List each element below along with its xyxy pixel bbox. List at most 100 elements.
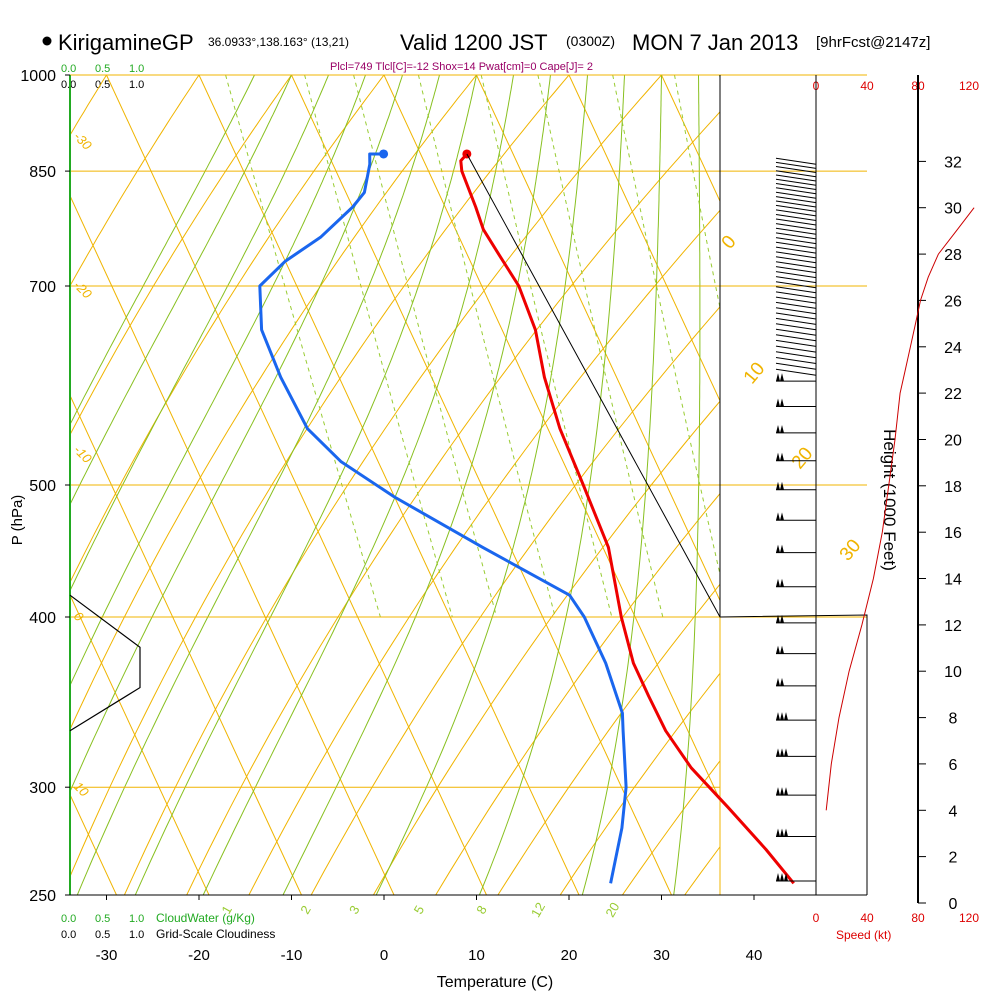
station-marker bbox=[42, 36, 52, 46]
moist-adiabat-line bbox=[70, 75, 255, 426]
valid-time: Valid 1200 JST bbox=[400, 30, 548, 55]
mixing-ratio-line bbox=[719, 75, 720, 81]
height-tick-label: 12 bbox=[944, 618, 962, 635]
cloudiness-tick-bottom-1: 0.5 bbox=[95, 929, 110, 941]
wind-barb bbox=[775, 204, 817, 212]
moist-adiabat-line bbox=[70, 75, 366, 687]
y-tick-label: 500 bbox=[29, 478, 56, 495]
wind-barb bbox=[775, 161, 817, 169]
wind-barb-pennant bbox=[780, 481, 784, 490]
moist-adiabat-line bbox=[375, 75, 588, 895]
temperature-surface-dot bbox=[462, 149, 472, 159]
dry-adiabat-line bbox=[497, 583, 720, 895]
valid-date: MON 7 Jan 2013 bbox=[632, 30, 798, 55]
moist-adiabat-label: 0 bbox=[718, 232, 741, 254]
wind-barb-pennant bbox=[780, 424, 784, 433]
wind-barb bbox=[775, 232, 817, 240]
wind-barb bbox=[775, 209, 817, 217]
speed-tick-top-1: 40 bbox=[860, 79, 874, 93]
cloudiness-tick-bottom-0: 0.0 bbox=[61, 929, 76, 941]
cloudwater-tick-top-1: 0.5 bbox=[95, 63, 110, 75]
dry-adiabat-label: -30 bbox=[71, 129, 95, 153]
wind-barb bbox=[775, 178, 817, 186]
wind-barb bbox=[775, 368, 817, 376]
dewpoint-surface-dot bbox=[379, 149, 389, 159]
y-tick-label: 300 bbox=[29, 780, 56, 797]
wind-barb bbox=[775, 223, 817, 231]
wind-barb bbox=[775, 256, 817, 264]
mixing-ratio-label: 12 bbox=[528, 900, 548, 920]
wind-barb bbox=[775, 345, 817, 353]
wind-barb-pennant bbox=[780, 787, 784, 796]
wind-barb bbox=[775, 200, 817, 208]
station-coords: 36.0933°,138.163° (13,21) bbox=[208, 35, 349, 49]
wind-barb bbox=[775, 227, 817, 235]
mixing-ratio-line bbox=[612, 75, 720, 577]
x-tick-label: 20 bbox=[561, 947, 578, 964]
dry-adiabat-line bbox=[372, 400, 720, 895]
wind-barb bbox=[775, 196, 817, 204]
wind-barb-pennant bbox=[780, 512, 784, 521]
wind-barb bbox=[775, 241, 817, 249]
dry-adiabat-group bbox=[70, 75, 720, 895]
cloudiness-tick-top-0: 0.0 bbox=[61, 79, 76, 91]
wind-barb bbox=[775, 218, 817, 226]
wind-barb bbox=[775, 261, 817, 269]
x-tick-label: 30 bbox=[653, 947, 670, 964]
wind-barb-group bbox=[775, 157, 817, 882]
height-tick-label: 8 bbox=[949, 711, 958, 728]
dry-adiabat-line bbox=[123, 75, 662, 895]
wind-barb bbox=[775, 362, 817, 370]
x-tick-label: 0 bbox=[380, 947, 388, 964]
speed-profile bbox=[825, 207, 975, 811]
speed-tick-bottom-1: 40 bbox=[860, 911, 874, 925]
speed-tick-bottom-2: 80 bbox=[911, 911, 925, 925]
wind-barb-pennant bbox=[776, 872, 780, 881]
mixing-ratio-line bbox=[537, 75, 664, 618]
dry-adiabat-line bbox=[310, 306, 720, 895]
x-tick-label: -20 bbox=[188, 947, 210, 964]
y-tick-label: 1000 bbox=[20, 68, 56, 85]
mixing-ratio-line bbox=[225, 75, 381, 618]
wind-barb-pennant bbox=[776, 373, 780, 382]
wind-barb-pennant bbox=[776, 452, 780, 461]
wind-barb bbox=[775, 174, 817, 182]
mixing-ratio-label: 3 bbox=[346, 903, 363, 917]
wind-barb bbox=[775, 187, 817, 195]
height-tick-label: 2 bbox=[949, 850, 958, 867]
speed-tick-top-3: 120 bbox=[959, 79, 979, 93]
y-tick-label: 400 bbox=[29, 610, 56, 627]
wind-barb bbox=[775, 286, 817, 294]
valid-zulu: (0300Z) bbox=[566, 33, 615, 49]
wind-barb-pennant bbox=[784, 787, 788, 796]
height-tick-label: 26 bbox=[944, 293, 962, 310]
isotherm-line bbox=[70, 593, 210, 895]
mixing-ratio-label: 20 bbox=[602, 900, 622, 920]
moist-adiabat-label: 10 bbox=[740, 359, 770, 389]
wind-barb-pennant bbox=[780, 677, 784, 686]
wind-barb bbox=[775, 307, 817, 315]
wind-barb-pennant bbox=[780, 373, 784, 382]
mixing-ratio-label: 2 bbox=[297, 903, 314, 917]
wind-barb bbox=[775, 323, 817, 331]
x-tick-label: 40 bbox=[746, 947, 763, 964]
wind-barb bbox=[775, 191, 817, 199]
moist-adiabat-line bbox=[581, 75, 662, 895]
cloudwater-tick-top-2: 1.0 bbox=[129, 63, 144, 75]
wind-barb bbox=[775, 334, 817, 342]
cloudiness-profile bbox=[69, 594, 141, 732]
height-tick-label: 20 bbox=[944, 432, 962, 449]
x-axis-title: Temperature (C) bbox=[437, 974, 553, 991]
wind-barb-pennant bbox=[776, 544, 780, 553]
wind-barb bbox=[775, 271, 817, 279]
height-tick-label: 24 bbox=[944, 340, 962, 357]
wind-barb-pennant bbox=[776, 614, 780, 623]
wind-barb-pennant bbox=[776, 645, 780, 654]
mixing-ratio-line bbox=[480, 75, 613, 618]
height-tick-label: 4 bbox=[949, 803, 958, 820]
forecast-info: [9hrFcst@2147z] bbox=[816, 34, 930, 51]
wind-barb-pennant bbox=[784, 872, 788, 881]
wind-barb bbox=[775, 246, 817, 254]
wind-barb-pennant bbox=[784, 712, 788, 721]
